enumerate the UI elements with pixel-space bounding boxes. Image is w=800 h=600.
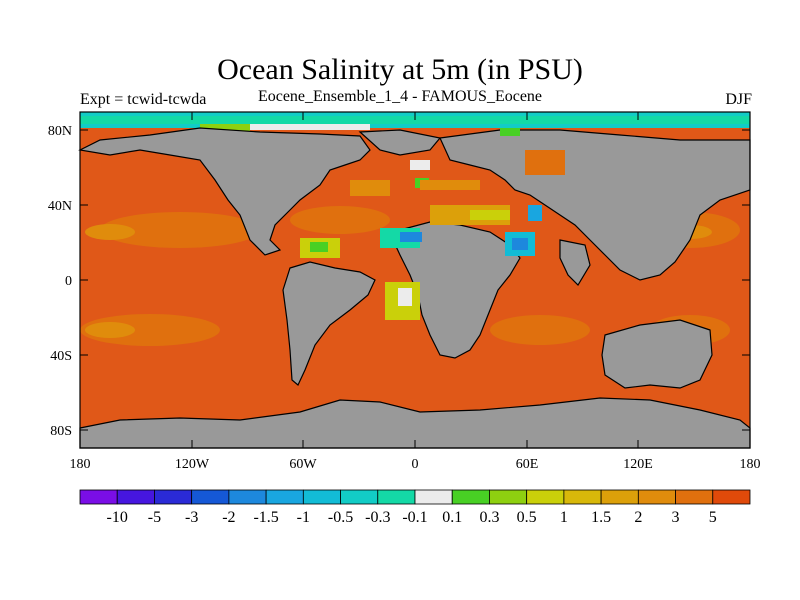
colorbar-swatch <box>229 490 266 504</box>
colorbar-swatch <box>266 490 303 504</box>
colorbar-label: -2 <box>222 509 235 526</box>
colorbar-swatch <box>601 490 638 504</box>
colorbar-swatch <box>638 490 675 504</box>
colorbar-label: 0.5 <box>517 509 537 526</box>
colorbar-swatch <box>527 490 564 504</box>
colorbar-swatch <box>341 490 378 504</box>
colorbar-label: 1.5 <box>591 509 611 526</box>
lat-labels: 80N 40N 0 40S 80S <box>48 124 72 439</box>
colorbar-label: -1 <box>297 509 310 526</box>
colorbar-label: -5 <box>148 509 161 526</box>
lon-label: 60E <box>516 457 539 472</box>
lon-label: 60W <box>289 457 317 472</box>
colorbar-swatch <box>564 490 601 504</box>
colorbar: -10 -5 -3 -2 -1.5 -1 -0.5 -0.3 -0.1 0.1 0.3 0.5 1 1.5… <box>80 490 750 526</box>
lat-label: 80N <box>48 124 72 139</box>
colorbar-label: -0.3 <box>365 509 390 526</box>
colorbar-label: 2 <box>634 509 642 526</box>
colorbar-label: 1 <box>560 509 568 526</box>
colorbar-swatch <box>154 490 191 504</box>
colorbar-swatch <box>117 490 154 504</box>
colorbar-swatch <box>378 490 415 504</box>
lon-label: 120W <box>175 457 210 472</box>
colorbar-swatch <box>676 490 713 504</box>
colorbar-label: -10 <box>107 509 128 526</box>
lat-label: 0 <box>65 274 72 289</box>
colorbar-label: 5 <box>709 509 717 526</box>
colorbar-swatch <box>303 490 340 504</box>
colorbar-label: -0.1 <box>402 509 427 526</box>
colorbar-swatch <box>415 490 452 504</box>
ensemble-label: Eocene_Ensemble_1_4 - FAMOUS_Eocene <box>0 88 800 106</box>
lon-label: 180 <box>70 457 91 472</box>
lat-label: 40S <box>50 349 72 364</box>
colorbar-label: 0.3 <box>479 509 499 526</box>
lat-label: 40N <box>48 199 72 214</box>
colorbar-label: 3 <box>672 509 680 526</box>
colorbar-label: -0.5 <box>328 509 353 526</box>
page-title: Ocean Salinity at 5m (in PSU) <box>0 52 800 88</box>
lat-label: 80S <box>50 424 72 439</box>
colorbar-swatch <box>489 490 526 504</box>
colorbar-label: -3 <box>185 509 198 526</box>
colorbar-swatch <box>713 490 750 504</box>
colorbar-label: -1.5 <box>253 509 278 526</box>
lon-labels: 180 120W 60W 0 60E 120E 180 <box>70 457 761 472</box>
colorbar-swatch <box>192 490 229 504</box>
colorbar-label: 0.1 <box>442 509 462 526</box>
season-label: DJF <box>725 91 752 109</box>
colorbar-swatch <box>452 490 489 504</box>
lon-label: 0 <box>412 457 419 472</box>
colorbar-swatch <box>80 490 117 504</box>
lon-label: 180 <box>740 457 761 472</box>
lon-label: 120E <box>623 457 653 472</box>
